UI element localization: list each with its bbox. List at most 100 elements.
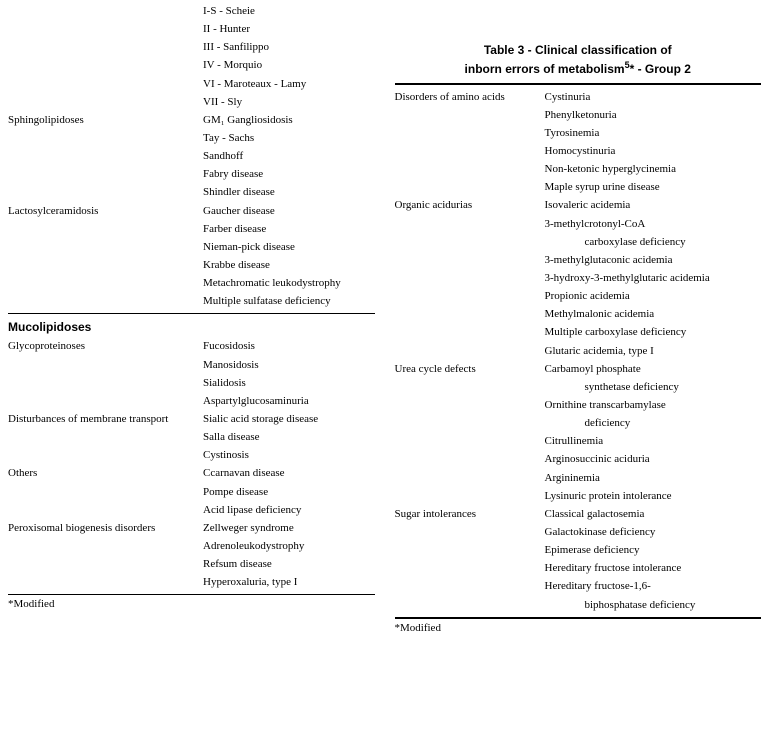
value-cell: Carbamoyl phosphate — [545, 360, 762, 378]
table-row: Hereditary fructose intolerance — [395, 559, 762, 577]
value-cell: Ornithine transcarbamylase — [545, 396, 762, 414]
value-cell: Aspartylglucosaminuria — [203, 392, 375, 410]
value-cell: Sialic acid storage disease — [203, 410, 375, 428]
category-cell — [8, 501, 203, 519]
category-cell — [8, 537, 203, 555]
value-cell: VII - Sly — [203, 93, 375, 111]
category-cell — [8, 446, 203, 464]
table-row: Multiple sulfatase deficiency — [8, 292, 375, 310]
value-cell: Nieman-pick disease — [203, 238, 375, 256]
title-line-1: Table 3 - Clinical classification of — [484, 43, 672, 57]
table-row: III - Sanfilippo — [8, 38, 375, 56]
table-row: Sugar intolerancesClassical galactosemia — [395, 505, 762, 523]
divider — [395, 617, 762, 619]
left-rows-2: GlycoproteinosesFucosidosisManosidosisSi… — [8, 337, 375, 591]
value-cell: III - Sanfilippo — [203, 38, 375, 56]
value-cell: Argininemia — [545, 469, 762, 487]
value-cell: Glutaric acidemia, type I — [545, 342, 762, 360]
value-cell: Hereditary fructose intolerance — [545, 559, 762, 577]
value-cell: carboxylase deficiency — [545, 233, 762, 251]
table-row: Refsum disease — [8, 555, 375, 573]
table-row: OthersCcarnavan disease — [8, 464, 375, 482]
table-row: Disorders of amino acidsCystinuria — [395, 88, 762, 106]
value-cell: Farber disease — [203, 220, 375, 238]
category-cell — [395, 124, 545, 142]
value-cell: Krabbe disease — [203, 256, 375, 274]
title-line-2b: * - Group 2 — [630, 62, 691, 76]
title-line-2a: inborn errors of metabolism — [465, 62, 625, 76]
value-cell: Isovaleric acidemia — [545, 196, 762, 214]
category-cell — [8, 555, 203, 573]
category-cell — [395, 396, 545, 414]
category-cell — [395, 287, 545, 305]
table-row: biphosphatase deficiency — [395, 596, 762, 614]
table-row: Epimerase deficiency — [395, 541, 762, 559]
category-cell — [395, 469, 545, 487]
value-cell: Ccarnavan disease — [203, 464, 375, 482]
table-row: SphingolipidosesGM₁ Gangliosidosis — [8, 111, 375, 129]
category-cell — [395, 342, 545, 360]
value-cell: Sialidosis — [203, 374, 375, 392]
value-cell: Sandhoff — [203, 147, 375, 165]
table-title: Table 3 - Clinical classification of inb… — [395, 42, 762, 80]
category-cell — [395, 251, 545, 269]
value-cell: Lysinuric protein intolerance — [545, 487, 762, 505]
category-cell — [8, 292, 203, 310]
value-cell: Citrullinemia — [545, 432, 762, 450]
category-cell — [8, 573, 203, 591]
value-cell: deficiency — [545, 414, 762, 432]
spacer — [395, 2, 762, 42]
table-row: Non-ketonic hyperglycinemia — [395, 160, 762, 178]
table-row: Acid lipase deficiency — [8, 501, 375, 519]
value-cell: Methylmalonic acidemia — [545, 305, 762, 323]
category-cell — [8, 374, 203, 392]
table-row: Pompe disease — [8, 483, 375, 501]
footnote: *Modified — [8, 598, 375, 610]
category-cell — [8, 38, 203, 56]
value-cell: Acid lipase deficiency — [203, 501, 375, 519]
table-row: Multiple carboxylase deficiency — [395, 323, 762, 341]
category-cell — [395, 160, 545, 178]
category-cell — [395, 233, 545, 251]
table-row: Krabbe disease — [8, 256, 375, 274]
value-cell: Metachromatic leukodystrophy — [203, 274, 375, 292]
value-cell: Epimerase deficiency — [545, 541, 762, 559]
value-cell: Tyrosinemia — [545, 124, 762, 142]
divider — [8, 594, 375, 595]
category-cell — [395, 178, 545, 196]
category-cell — [8, 129, 203, 147]
table-row: Urea cycle defectsCarbamoyl phosphate — [395, 360, 762, 378]
table-row: Lysinuric protein intolerance — [395, 487, 762, 505]
table-row: Citrullinemia — [395, 432, 762, 450]
category-cell: Sugar intolerances — [395, 505, 545, 523]
value-cell: Hyperoxaluria, type I — [203, 573, 375, 591]
value-cell: Cystinosis — [203, 446, 375, 464]
category-cell — [8, 483, 203, 501]
value-cell: VI - Maroteaux - Lamy — [203, 75, 375, 93]
table-row: Glutaric acidemia, type I — [395, 342, 762, 360]
category-cell: Urea cycle defects — [395, 360, 545, 378]
category-cell — [395, 432, 545, 450]
value-cell: Homocystinuria — [545, 142, 762, 160]
value-cell: II - Hunter — [203, 20, 375, 38]
table-row: Hyperoxaluria, type I — [8, 573, 375, 591]
right-column: Table 3 - Clinical classification of inb… — [395, 2, 762, 634]
category-cell — [8, 238, 203, 256]
category-cell — [395, 596, 545, 614]
category-cell — [8, 428, 203, 446]
category-cell: Peroxisomal biogenesis disorders — [8, 519, 203, 537]
value-cell: Propionic acidemia — [545, 287, 762, 305]
table-row: GlycoproteinosesFucosidosis — [8, 337, 375, 355]
table-row: Sandhoff — [8, 147, 375, 165]
category-cell — [395, 541, 545, 559]
category-cell: Glycoproteinoses — [8, 337, 203, 355]
value-cell: 3-methylglutaconic acidemia — [545, 251, 762, 269]
table-row: Ornithine transcarbamylase — [395, 396, 762, 414]
table-row: carboxylase deficiency — [395, 233, 762, 251]
value-cell: Fabry disease — [203, 165, 375, 183]
table-row: Arginosuccinic aciduria — [395, 450, 762, 468]
value-cell: I-S - Scheie — [203, 2, 375, 20]
table-row: LactosylceramidosisGaucher disease — [8, 202, 375, 220]
value-cell: Shindler disease — [203, 183, 375, 201]
table-row: Nieman-pick disease — [8, 238, 375, 256]
